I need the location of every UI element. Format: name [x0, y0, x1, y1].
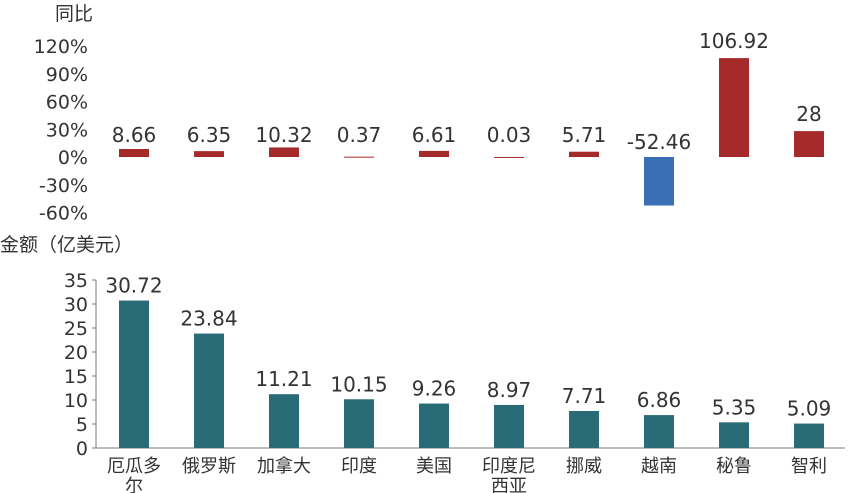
amount-tick-label: 15 — [64, 366, 88, 388]
amount-bar — [344, 399, 374, 448]
yoy-data-label: 0.37 — [337, 123, 382, 147]
yoy-data-label: 6.61 — [412, 123, 457, 147]
category-label: 印度 — [341, 456, 377, 477]
amount-data-label: 10.15 — [330, 372, 387, 396]
yoy-bar — [194, 151, 224, 157]
category-label: 厄瓜多尔 — [107, 456, 161, 493]
amount-data-label: 30.72 — [105, 274, 162, 298]
amount-tick-label: 5 — [76, 414, 88, 436]
yoy-tick-label: -60% — [39, 203, 88, 225]
yoy-bar — [344, 156, 374, 158]
category-label: 印度尼西亚 — [482, 456, 536, 493]
yoy-data-label: 0.03 — [487, 123, 532, 147]
amount-data-label: 11.21 — [255, 367, 312, 391]
yoy-bar — [569, 151, 599, 157]
amount-data-label: 7.71 — [562, 384, 607, 408]
amount-tick-label: 20 — [64, 342, 88, 364]
amount-bar — [569, 410, 599, 448]
yoy-tick-label: 90% — [46, 64, 88, 86]
amount-bar — [644, 415, 674, 448]
amount-data-label: 5.35 — [712, 395, 757, 419]
yoy-tick-label: 0% — [58, 147, 88, 169]
amount-tick-label: 30 — [64, 294, 88, 316]
amount-tick-label: 0 — [76, 438, 88, 460]
amount-axis-title: 金额（亿美元） — [0, 234, 133, 256]
yoy-axis-title: 同比 — [55, 3, 93, 25]
yoy-data-label: 10.32 — [255, 123, 312, 147]
category-label: 智利 — [791, 456, 827, 477]
yoy-tick-label: 120% — [34, 36, 88, 58]
yoy-bar — [644, 157, 674, 206]
amount-data-label: 9.26 — [412, 377, 457, 401]
yoy-chart: 同比 120% 90% 60% 30% 0% -30% -60% 8.66 6.35 10.32 0… — [34, 3, 824, 225]
yoy-tick-label: 30% — [46, 119, 88, 141]
yoy-data-label: 6.35 — [187, 123, 232, 147]
category-label: 美国 — [416, 456, 452, 477]
amount-tick-label: 10 — [64, 390, 88, 412]
yoy-bar — [719, 58, 749, 157]
yoy-data-label: 106.92 — [699, 29, 769, 53]
yoy-bar — [794, 131, 824, 157]
amount-data-label: 6.86 — [637, 388, 682, 412]
category-label: 挪威 — [566, 456, 602, 477]
yoy-data-label: -52.46 — [627, 130, 691, 154]
amount-data-label: 5.09 — [787, 397, 832, 421]
amount-bar — [419, 403, 449, 448]
amount-bar — [719, 422, 749, 448]
amount-data-label: 8.97 — [487, 378, 532, 402]
amount-tick-label: 25 — [64, 318, 88, 340]
yoy-bar — [119, 148, 149, 157]
yoy-data-label: 28 — [796, 102, 821, 126]
amount-bar — [119, 300, 149, 448]
amount-tick-label: 35 — [64, 270, 88, 292]
yoy-data-label: 5.71 — [562, 123, 607, 147]
yoy-tick-label: -30% — [39, 175, 88, 197]
yoy-bar — [494, 156, 524, 158]
category-label: 加拿大 — [257, 455, 311, 477]
amount-bar — [194, 333, 224, 448]
category-label: 俄罗斯 — [182, 456, 236, 477]
amount-data-label: 23.84 — [180, 307, 237, 331]
category-label: 越南 — [641, 456, 677, 477]
amount-bar — [269, 394, 299, 448]
yoy-bar — [419, 150, 449, 157]
yoy-tick-label: 60% — [46, 92, 88, 114]
yoy-bar — [269, 147, 299, 157]
amount-bar — [494, 404, 524, 448]
category-label: 秘鲁 — [716, 456, 752, 477]
yoy-data-label: 8.66 — [112, 123, 157, 147]
amount-bar — [794, 423, 824, 448]
